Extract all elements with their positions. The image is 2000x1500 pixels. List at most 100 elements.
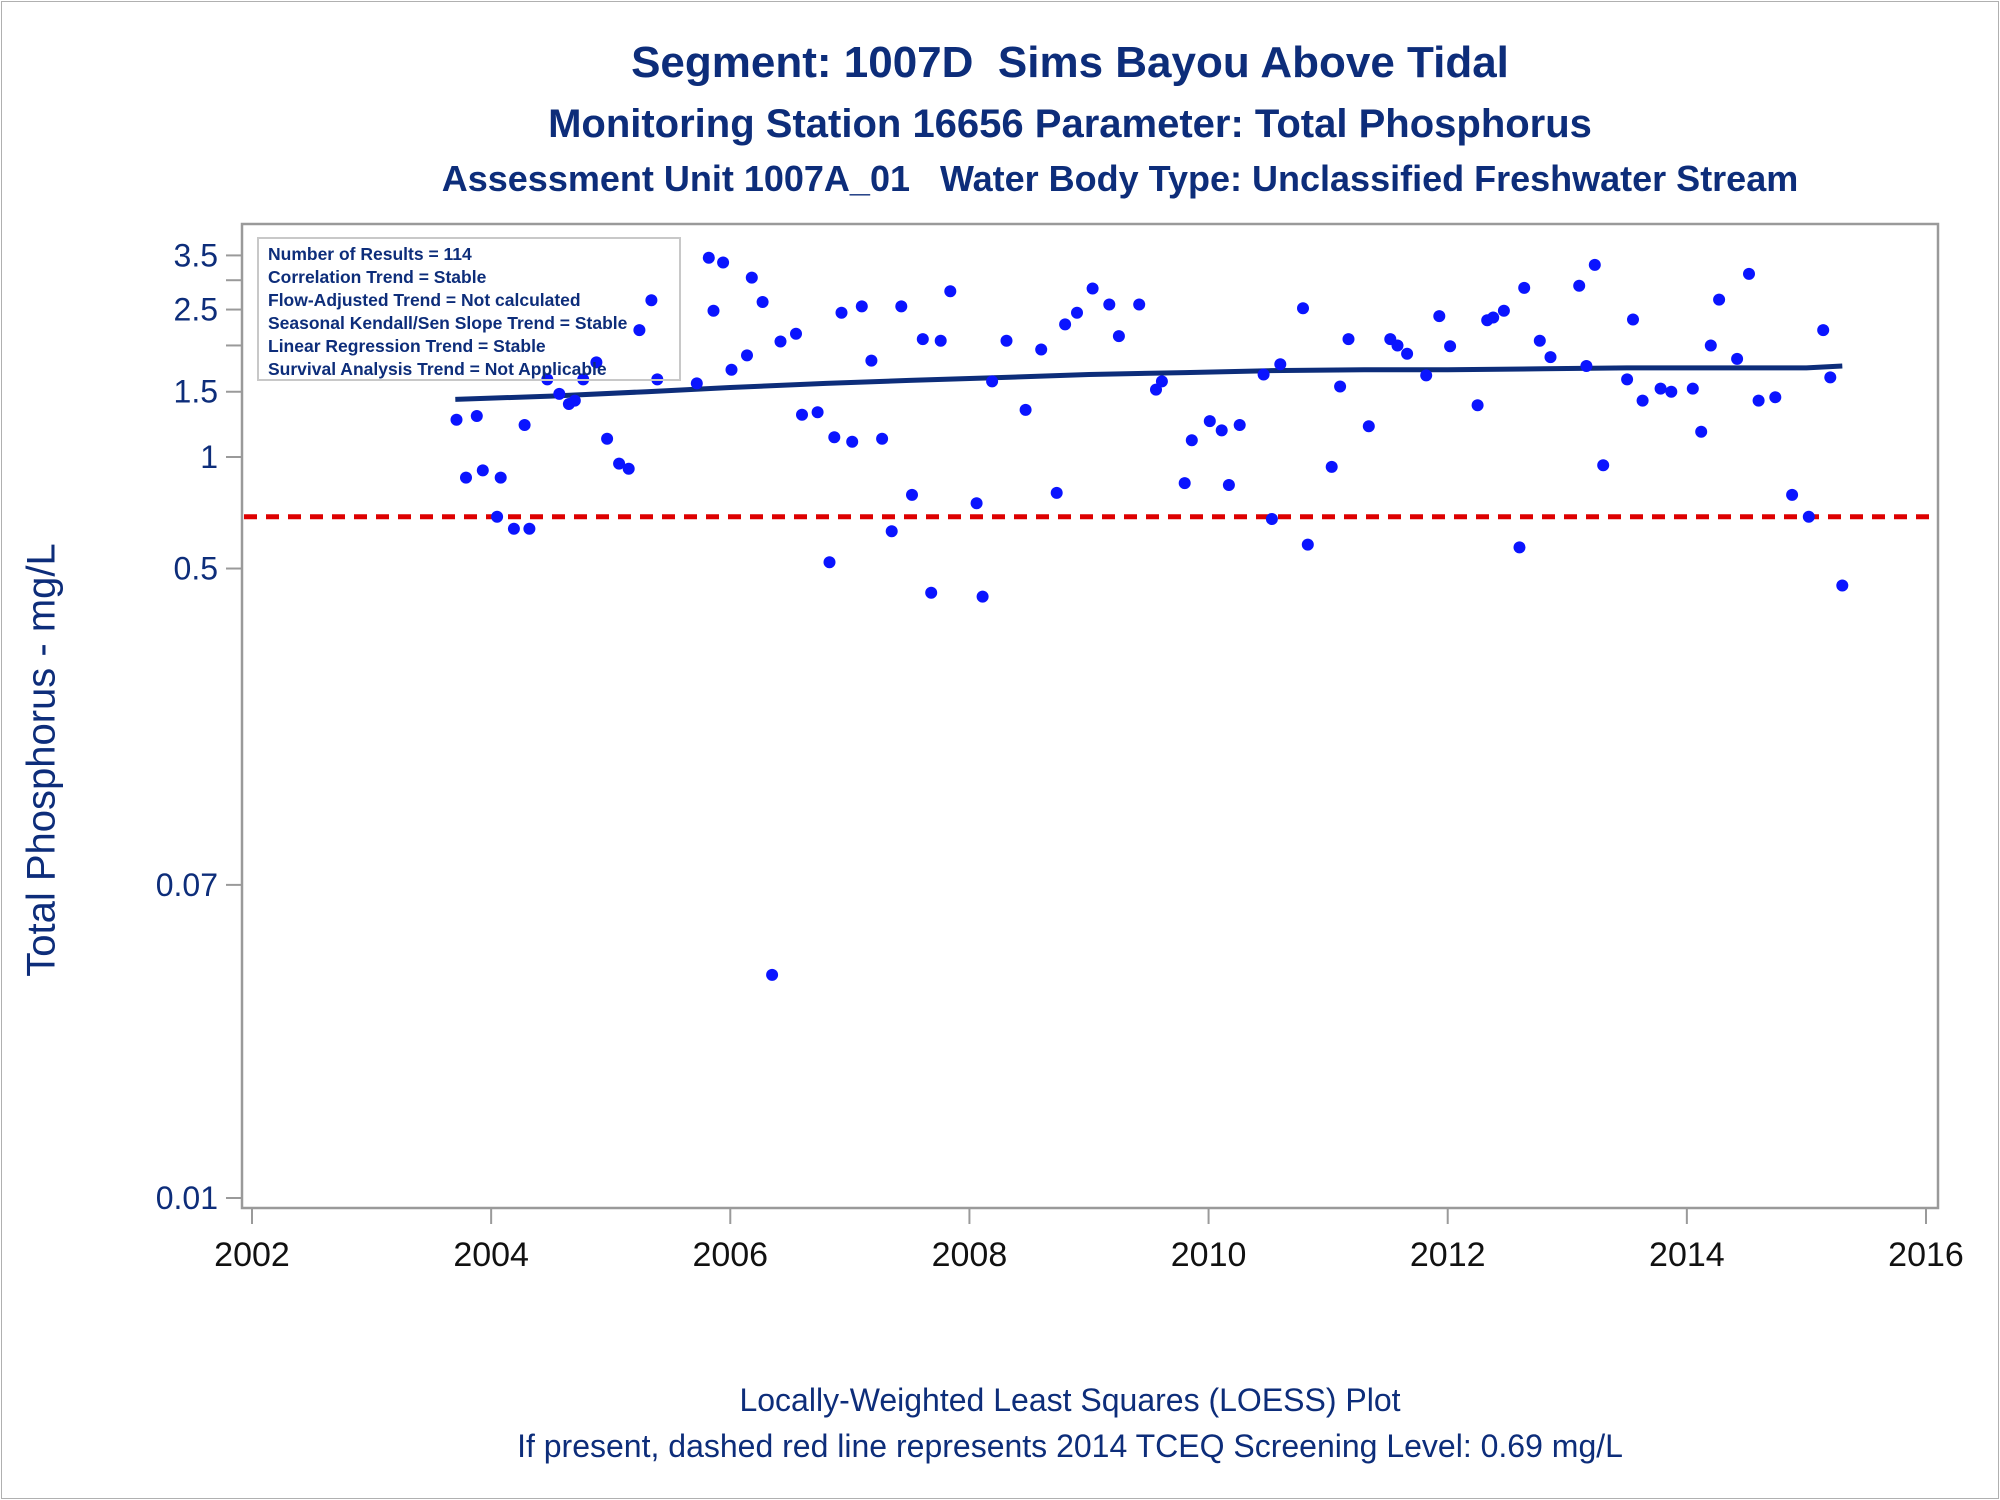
data-point — [1297, 302, 1309, 315]
data-point — [725, 363, 738, 376]
data-point — [1203, 415, 1216, 428]
data-point — [916, 333, 929, 346]
data-point — [707, 304, 720, 317]
chart-subtitle-2: Assessment Unit 1007A_01 Water Body Type… — [441, 158, 1799, 199]
data-point — [1420, 369, 1433, 382]
data-point — [1019, 403, 1032, 416]
data-point — [865, 354, 878, 367]
stats-box — [257, 237, 681, 381]
data-point — [885, 525, 898, 538]
data-point — [1836, 579, 1849, 592]
data-point — [690, 377, 703, 390]
data-point — [1627, 313, 1639, 326]
data-point — [1222, 479, 1235, 491]
stats-line: Correlation Trend = Stable — [268, 267, 487, 287]
data-point — [745, 271, 758, 284]
data-point — [1334, 380, 1347, 393]
data-point — [622, 462, 635, 475]
data-point — [1817, 324, 1830, 337]
data-point — [518, 419, 531, 431]
data-point — [1086, 282, 1099, 295]
data-point — [1665, 385, 1678, 398]
data-point — [1704, 339, 1717, 352]
data-point — [1233, 419, 1246, 431]
data-point — [828, 431, 841, 444]
data-point — [1133, 298, 1146, 311]
data-point — [944, 285, 957, 298]
data-point — [553, 387, 566, 400]
data-point — [1786, 488, 1799, 501]
data-point — [1301, 538, 1314, 551]
x-tick-label: 2012 — [1410, 1236, 1486, 1274]
data-point — [633, 324, 646, 337]
data-point — [1752, 394, 1765, 407]
data-point — [986, 375, 999, 388]
data-point — [476, 464, 489, 477]
data-point — [460, 471, 472, 484]
data-point — [934, 334, 947, 347]
data-point — [1533, 334, 1546, 347]
data-point — [1155, 375, 1168, 388]
data-point — [1580, 360, 1593, 372]
data-point — [846, 435, 859, 448]
data-point — [970, 497, 983, 510]
stats-line: Linear Regression Trend = Stable — [268, 336, 546, 356]
data-point — [702, 251, 715, 264]
data-point — [1518, 281, 1531, 294]
x-tick-label: 2016 — [1888, 1236, 1964, 1274]
data-point — [470, 410, 483, 422]
data-point — [1802, 510, 1815, 523]
stats-line: Number of Results = 114 — [268, 244, 472, 264]
x-tick-label: 2008 — [932, 1236, 1008, 1274]
x-tick-label: 2010 — [1171, 1236, 1247, 1274]
data-point — [1497, 304, 1510, 317]
data-point — [1265, 513, 1278, 525]
data-point — [613, 457, 626, 470]
y-tick-label: 0.07 — [156, 867, 218, 903]
data-point — [450, 413, 463, 426]
data-point — [568, 394, 581, 407]
data-point — [1362, 420, 1375, 433]
chart-subtitle: Monitoring Station 16656 Parameter: Tota… — [548, 102, 1592, 146]
data-point — [1695, 425, 1708, 438]
data-point — [1444, 340, 1457, 353]
data-point — [1769, 391, 1782, 404]
data-point — [756, 296, 769, 308]
data-point — [1588, 258, 1601, 271]
data-point — [1731, 352, 1744, 365]
data-point — [774, 335, 787, 348]
data-point — [645, 294, 658, 307]
data-point — [491, 510, 504, 523]
data-point — [876, 432, 889, 445]
y-tick-label: 1.5 — [174, 374, 218, 410]
y-tick-label: 3.5 — [174, 237, 218, 273]
data-point — [906, 488, 918, 501]
y-tick-label: 0.5 — [174, 551, 218, 587]
data-point — [1686, 382, 1699, 395]
x-tick-label: 2004 — [453, 1236, 529, 1274]
data-point — [1824, 371, 1837, 384]
data-point — [1112, 330, 1125, 343]
data-point — [1325, 460, 1338, 473]
y-tick-label: 2.5 — [174, 292, 218, 328]
footnote-loess: Locally-Weighted Least Squares (LOESS) P… — [739, 1382, 1401, 1418]
data-point — [1597, 459, 1610, 472]
y-tick-label: 1 — [200, 439, 218, 475]
data-point — [835, 306, 848, 319]
data-point — [1178, 477, 1191, 490]
data-point — [717, 256, 730, 269]
stats-line: Survival Analysis Trend = Not Applicable — [268, 359, 607, 379]
data-point — [796, 408, 808, 421]
data-point — [1050, 486, 1063, 499]
data-point — [976, 590, 989, 603]
data-point — [1342, 333, 1355, 346]
data-point — [823, 556, 836, 569]
data-point — [523, 522, 536, 535]
y-tick-label: 0.01 — [156, 1180, 218, 1216]
data-point — [507, 522, 520, 535]
plot-border — [240, 222, 1940, 1210]
data-point — [790, 327, 802, 340]
data-point — [1743, 267, 1755, 280]
data-point — [1071, 306, 1083, 319]
